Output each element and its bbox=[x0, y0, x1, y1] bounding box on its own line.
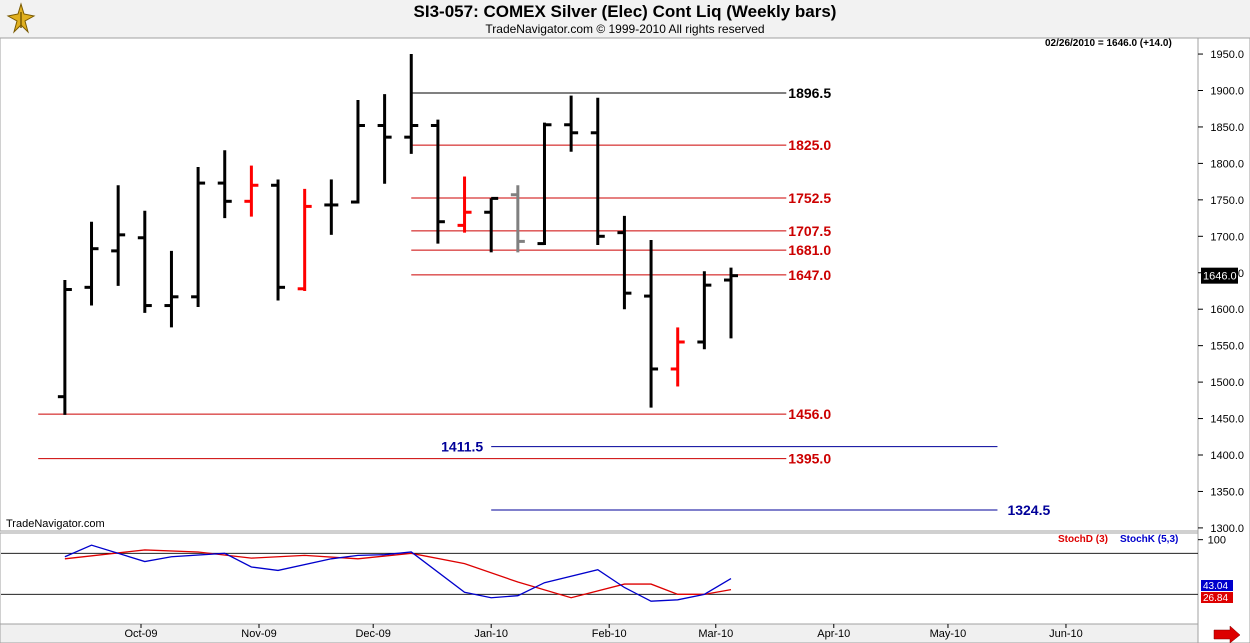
ohlc-bar bbox=[324, 179, 339, 235]
price-axis: 1300.0 1350.0 1400.0 1450.0 1500.0 1550.0 1600… bbox=[1198, 49, 1244, 535]
level-label: 1324.5 bbox=[1007, 502, 1050, 518]
stoch-k-tag-background bbox=[1201, 580, 1233, 591]
ohlc-bar bbox=[164, 250, 179, 328]
level-label-background bbox=[786, 222, 837, 239]
level-label: 1456.0 bbox=[788, 406, 831, 422]
ohlc-bar bbox=[724, 267, 738, 339]
time-axis-label: Nov-09 bbox=[241, 628, 276, 640]
price-axis-label: 1950.0 bbox=[1210, 49, 1244, 61]
level-label-background bbox=[786, 85, 837, 102]
ohlc-bar bbox=[697, 271, 712, 350]
last-price-tag: 1646.0 bbox=[1203, 271, 1237, 283]
price-bars bbox=[57, 54, 738, 415]
ohlc-bar bbox=[191, 167, 206, 308]
ohlc-bar bbox=[377, 94, 392, 184]
ohlc-bar bbox=[484, 196, 499, 253]
ohlc-bar bbox=[670, 327, 685, 387]
ohlc-bar bbox=[244, 165, 259, 217]
title-bar bbox=[0, 0, 1250, 38]
last-price-tag-background bbox=[1201, 267, 1238, 284]
stochastic-panel bbox=[0, 532, 1199, 625]
price-axis-label: 1550.0 bbox=[1210, 341, 1244, 353]
time-axis-label: Jan-10 bbox=[474, 628, 508, 640]
level-label: 1825.0 bbox=[788, 137, 831, 153]
ohlc-bar bbox=[84, 221, 99, 306]
ohlc-bar bbox=[564, 95, 579, 152]
ohlc-bar bbox=[297, 188, 312, 291]
support-resistance-levels: 1896.5 1825.0 1752.5 1707.5 1681.0 1647.0 1456… bbox=[38, 85, 1050, 518]
time-axis-label: May-10 bbox=[930, 628, 967, 640]
ohlc-bar bbox=[644, 239, 659, 408]
price-axis-label: 1400.0 bbox=[1210, 450, 1244, 462]
ohlc-bar bbox=[617, 215, 632, 310]
level-label-background bbox=[786, 266, 837, 283]
ohlc-bar bbox=[430, 119, 445, 244]
ohlc-bar bbox=[457, 176, 472, 233]
price-axis-label: 1500.0 bbox=[1210, 377, 1244, 389]
ohlc-bar bbox=[57, 280, 72, 415]
watermark-text: TradeNavigator.com bbox=[6, 518, 105, 530]
time-axis-label: Apr-10 bbox=[817, 628, 850, 640]
price-axis-label: 1750.0 bbox=[1210, 195, 1244, 207]
time-axis-label: Dec-09 bbox=[355, 628, 390, 640]
stoch-k-line bbox=[64, 544, 732, 602]
price-axis-label: 1800.0 bbox=[1210, 158, 1244, 170]
ohlc-bar bbox=[537, 122, 552, 246]
price-axis-strip bbox=[1197, 37, 1250, 643]
level-label: 1681.0 bbox=[788, 242, 831, 258]
stoch-k-last-tag: 43.04 bbox=[1203, 581, 1228, 592]
trade-navigator-logo-icon bbox=[6, 2, 36, 34]
ohlc-bar bbox=[404, 54, 419, 154]
level-label-background bbox=[786, 242, 837, 259]
level-label-background bbox=[786, 450, 837, 467]
price-axis-label: 1350.0 bbox=[1210, 486, 1244, 498]
ohlc-bar bbox=[590, 97, 605, 246]
time-axis-label: Oct-09 bbox=[124, 628, 157, 640]
level-label: 1395.0 bbox=[788, 451, 831, 467]
stoch-d-tag-background bbox=[1201, 592, 1233, 603]
ohlc-bar bbox=[350, 99, 365, 204]
level-label: 1707.5 bbox=[788, 223, 831, 239]
ohlc-bar bbox=[137, 210, 152, 313]
price-axis-label: 1850.0 bbox=[1210, 122, 1244, 134]
level-label-background bbox=[786, 406, 837, 423]
ohlc-bar bbox=[111, 185, 126, 286]
price-axis-label: 1700.0 bbox=[1210, 231, 1244, 243]
time-axis-label: Jun-10 bbox=[1049, 628, 1083, 640]
time-axis-label: Mar-10 bbox=[698, 628, 733, 640]
stoch-d-last-tag: 26.84 bbox=[1203, 593, 1228, 604]
level-label: 1896.5 bbox=[788, 85, 831, 101]
ohlc-bar bbox=[510, 185, 525, 253]
price-axis-label: 1300.0 bbox=[1210, 523, 1244, 535]
time-axis-label: Feb-10 bbox=[592, 628, 627, 640]
level-label: 1411.5 bbox=[441, 439, 483, 455]
status-readout: 02/26/2010 = 1646.0 (+14.0) bbox=[1045, 38, 1172, 49]
level-label: 1647.0 bbox=[788, 267, 831, 283]
time-axis: Oct-09 Nov-09 Dec-09 Jan-10 Feb-10 Mar-10 Apr-… bbox=[124, 624, 1083, 640]
level-label-background bbox=[786, 190, 837, 207]
stochastic-axis-label: 100 bbox=[1208, 535, 1226, 547]
price-axis-label: 1450.0 bbox=[1210, 414, 1244, 426]
price-axis-label: 1600.0 bbox=[1210, 304, 1244, 316]
legend-stoch-k: StochK (5,3) bbox=[1120, 534, 1178, 545]
chart-subtitle: TradeNavigator.com © 1999-2010 All right… bbox=[485, 22, 765, 36]
ohlc-bar bbox=[217, 150, 232, 219]
level-label: 1752.5 bbox=[788, 190, 831, 206]
price-axis-label: 1900.0 bbox=[1210, 86, 1244, 98]
level-label-background bbox=[786, 137, 837, 154]
chart-title: SI3-057: COMEX Silver (Elec) Cont Liq (W… bbox=[413, 2, 837, 21]
scroll-right-arrow-icon[interactable] bbox=[1213, 625, 1241, 643]
ohlc-bar bbox=[271, 179, 286, 301]
legend-stoch-d: StochD (3) bbox=[1058, 534, 1108, 545]
